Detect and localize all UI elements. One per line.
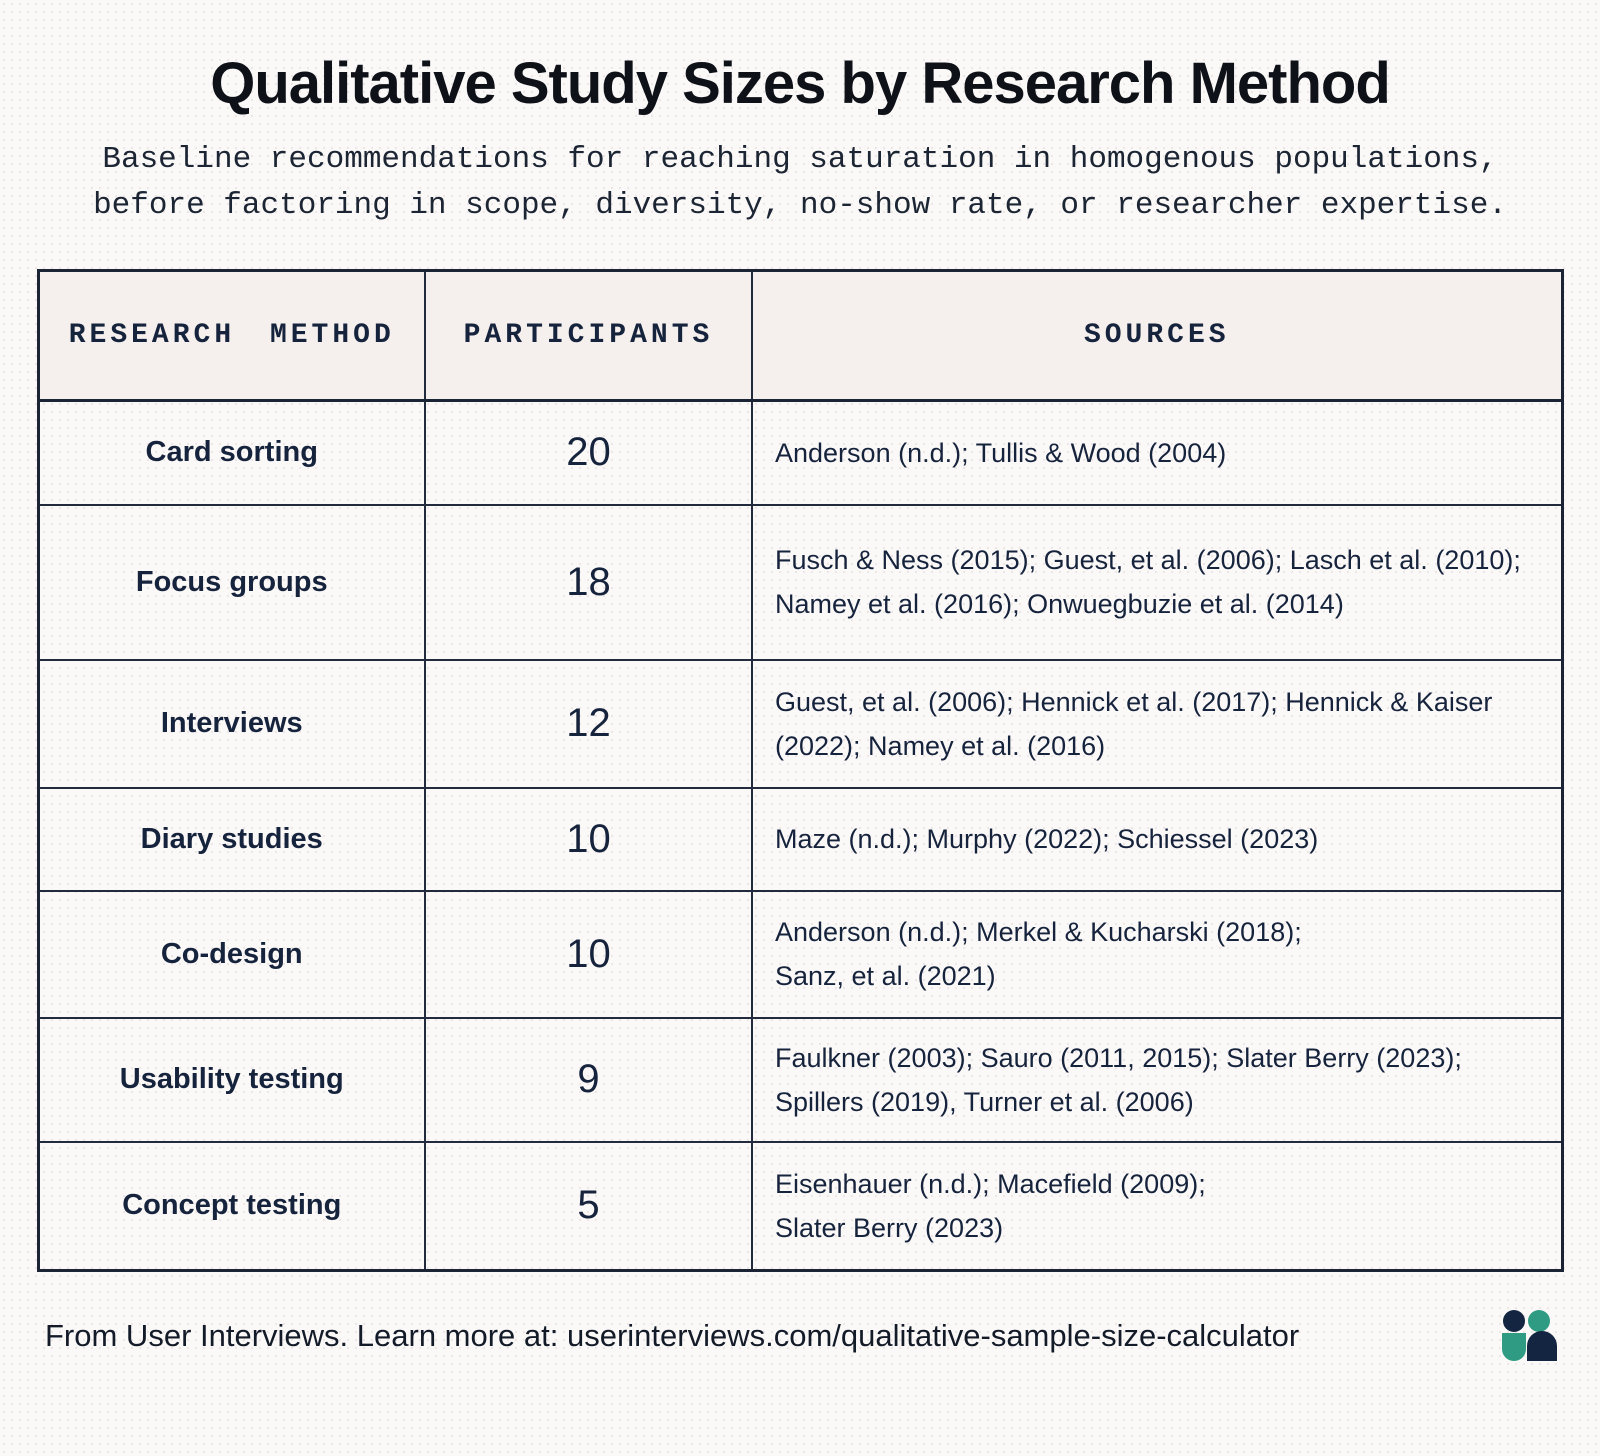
infographic-page: Qualitative Study Sizes by Research Meth… <box>0 50 1600 1456</box>
footer-attribution-text: From User Interviews. Learn more at: use… <box>45 1318 1300 1353</box>
subtitle-line-2: before factoring in scope, diversity, no… <box>93 188 1507 223</box>
sources-cell: Guest, et al. (2006); Hennick et al. (20… <box>751 658 1563 789</box>
sources-cell: Anderson (n.d.); Tullis & Wood (2004) <box>751 399 1563 506</box>
user-interviews-logo-icon <box>1502 1310 1558 1362</box>
table-row: Co-design 10 Anderson (n.d.); Merkel & K… <box>37 889 1563 1019</box>
table-row: Concept testing 5 Eisenhauer (n.d.); Mac… <box>37 1140 1563 1272</box>
logo-body-left <box>1502 1333 1526 1361</box>
table-row: Focus groups 18 Fusch & Ness (2015); Gue… <box>37 503 1563 661</box>
method-cell: Concept testing <box>37 1140 426 1272</box>
table-row: Interviews 12 Guest, et al. (2006); Henn… <box>37 658 1563 789</box>
method-cell: Card sorting <box>37 399 426 506</box>
method-cell: Diary studies <box>37 786 426 892</box>
page-title: Qualitative Study Sizes by Research Meth… <box>210 51 1391 116</box>
sources-cell: Eisenhauer (n.d.); Macefield (2009); Sla… <box>751 1140 1563 1272</box>
participants-cell: 10 <box>424 786 753 892</box>
table-row: Card sorting 20 Anderson (n.d.); Tullis … <box>37 399 1563 506</box>
participants-cell: 12 <box>424 658 753 789</box>
column-header-participants: PARTICIPANTS <box>424 269 753 402</box>
footer: From User Interviews. Learn more at: use… <box>0 1310 1600 1362</box>
participants-cell: 9 <box>424 1016 753 1143</box>
participants-cell: 18 <box>424 503 753 661</box>
sources-cell: Anderson (n.d.); Merkel & Kucharski (201… <box>751 889 1563 1019</box>
participants-cell: 10 <box>424 889 753 1019</box>
logo-head-right <box>1528 1310 1550 1332</box>
table-row: Diary studies 10 Maze (n.d.); Murphy (20… <box>37 786 1563 892</box>
table-header-row: RESEARCH METHOD PARTICIPANTS SOURCES <box>37 269 1563 402</box>
participants-cell: 20 <box>424 399 753 506</box>
participants-cell: 5 <box>424 1140 753 1272</box>
subtitle-line-1: Baseline recommendations for reaching sa… <box>102 142 1498 177</box>
logo-head-left <box>1503 1310 1525 1332</box>
method-cell: Usability testing <box>37 1016 426 1143</box>
study-sizes-table: RESEARCH METHOD PARTICIPANTS SOURCES Car… <box>36 269 1564 1272</box>
method-cell: Focus groups <box>37 503 426 661</box>
sources-cell: Fusch & Ness (2015); Guest, et al. (2006… <box>751 503 1563 661</box>
method-cell: Interviews <box>37 658 426 789</box>
column-header-research-method: RESEARCH METHOD <box>37 269 426 402</box>
logo-body-right <box>1527 1331 1557 1361</box>
sources-cell: Maze (n.d.); Murphy (2022); Schiessel (2… <box>751 786 1563 892</box>
page-subtitle: Baseline recommendations for reaching sa… <box>0 137 1600 229</box>
column-header-sources: SOURCES <box>751 269 1563 402</box>
sources-cell: Faulkner (2003); Sauro (2011, 2015); Sla… <box>751 1016 1563 1143</box>
table-row: Usability testing 9 Faulkner (2003); Sau… <box>37 1016 1563 1143</box>
method-cell: Co-design <box>37 889 426 1019</box>
